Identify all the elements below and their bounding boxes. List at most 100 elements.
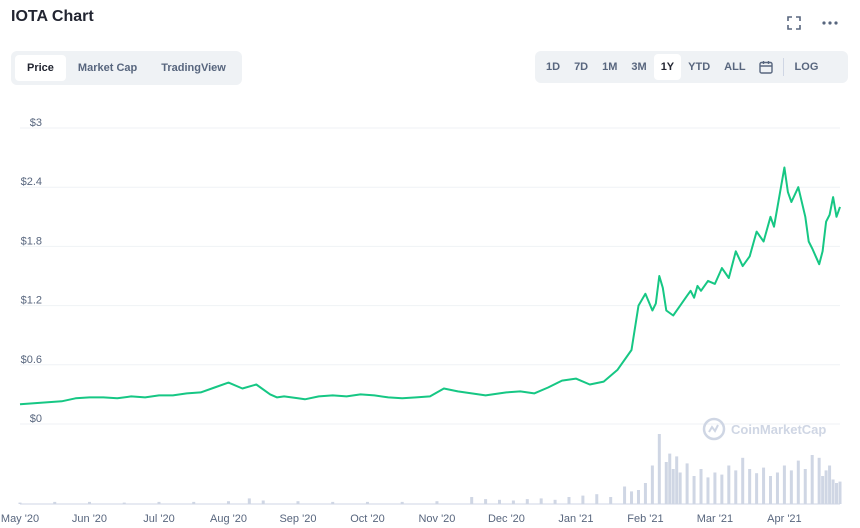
price-series-line bbox=[19, 166, 841, 406]
volume-bar bbox=[796, 460, 800, 504]
volume-bar bbox=[192, 501, 196, 504]
y-axis-labels: $3 $2.4 $1.8 $1.2 $0.6 $0 bbox=[21, 117, 42, 425]
y-tick-label: $0.6 bbox=[21, 354, 42, 366]
volume-bar bbox=[226, 501, 230, 504]
range-divider bbox=[782, 58, 784, 76]
volume-bar bbox=[400, 501, 404, 504]
volume-bar bbox=[643, 483, 647, 504]
volume-bar bbox=[657, 434, 661, 504]
volume-bar bbox=[630, 491, 634, 504]
volume-bar bbox=[261, 500, 265, 504]
volume-bar bbox=[122, 502, 126, 504]
volume-bar bbox=[835, 483, 839, 504]
range-1d[interactable]: 1D bbox=[546, 61, 561, 73]
volume-bar bbox=[755, 473, 759, 504]
volume-bar bbox=[685, 463, 689, 504]
log-toggle[interactable]: LOG bbox=[794, 61, 819, 73]
volume-bar bbox=[331, 501, 335, 504]
volume-bar bbox=[595, 494, 599, 504]
x-tick-label: Jan '21 bbox=[558, 513, 593, 525]
range-7d[interactable]: 7D bbox=[574, 61, 589, 73]
y-tick-label: $1.2 bbox=[21, 295, 42, 307]
volume-bar bbox=[435, 501, 439, 504]
volume-bar bbox=[762, 467, 766, 504]
volume-bar bbox=[782, 465, 786, 504]
volume-bar bbox=[497, 499, 501, 504]
volume-bar bbox=[713, 472, 717, 504]
x-tick-label: Mar '21 bbox=[697, 513, 733, 525]
price-chart[interactable]: $3 $2.4 $1.8 $1.2 $0.6 $0 CoinMarketCap May '… bbox=[0, 100, 860, 528]
y-tick-label: $2.4 bbox=[21, 176, 42, 188]
volume-bar bbox=[803, 469, 807, 504]
volume-bar bbox=[511, 500, 515, 504]
volume-bar bbox=[567, 497, 571, 504]
volume-bar bbox=[18, 502, 22, 504]
tab-market-cap[interactable]: Market Cap bbox=[77, 62, 138, 74]
x-tick-label: Aug '20 bbox=[210, 513, 247, 525]
volume-bar bbox=[636, 490, 640, 504]
x-tick-label: Jul '20 bbox=[143, 513, 174, 525]
volume-bar bbox=[157, 501, 161, 504]
volume-bar bbox=[817, 457, 821, 504]
volume-bar bbox=[789, 470, 793, 504]
volume-bar bbox=[810, 455, 814, 504]
price-line bbox=[19, 166, 841, 406]
volume-bar bbox=[769, 476, 773, 504]
x-tick-label: May '20 bbox=[1, 513, 39, 525]
expand-icon[interactable] bbox=[783, 12, 805, 34]
x-axis-labels: May '20 Jun '20 Jul '20 Aug '20 Sep '20 Oct '… bbox=[1, 513, 802, 525]
volume-bar bbox=[296, 501, 300, 504]
x-tick-label: Nov '20 bbox=[418, 513, 455, 525]
volume-bar bbox=[692, 476, 696, 504]
coinmarketcap-logo-icon bbox=[702, 417, 726, 441]
volume-bar bbox=[87, 501, 91, 504]
volume-bar bbox=[247, 498, 251, 504]
x-tick-label: Oct '20 bbox=[350, 513, 385, 525]
more-icon[interactable] bbox=[819, 12, 841, 34]
range-3m[interactable]: 3M bbox=[631, 61, 647, 73]
watermark-text: CoinMarketCap bbox=[731, 422, 826, 437]
range-ytd[interactable]: YTD bbox=[688, 61, 711, 73]
grid-lines bbox=[20, 127, 840, 425]
volume-bar bbox=[650, 465, 654, 504]
range-all[interactable]: ALL bbox=[724, 61, 746, 73]
tab-tradingview[interactable]: TradingView bbox=[161, 62, 226, 74]
volume-bar bbox=[525, 499, 529, 504]
x-tick-label: Sep '20 bbox=[279, 513, 316, 525]
volume-bar bbox=[470, 497, 474, 504]
x-tick-label: Dec '20 bbox=[488, 513, 525, 525]
range-1m[interactable]: 1M bbox=[602, 61, 618, 73]
volume-bar bbox=[748, 469, 752, 504]
volume-bar bbox=[668, 453, 672, 504]
volume-bar bbox=[720, 474, 724, 504]
calendar-icon[interactable] bbox=[753, 54, 779, 80]
volume-bar bbox=[623, 486, 627, 504]
volume-bar bbox=[539, 498, 543, 504]
range-1y[interactable]: 1Y bbox=[653, 54, 682, 80]
volume-bar bbox=[775, 472, 779, 504]
volume-bar bbox=[365, 501, 369, 504]
volume-bar bbox=[678, 472, 682, 504]
volume-bar bbox=[734, 470, 738, 504]
volume-bar bbox=[484, 499, 488, 504]
chart-type-tabs: Price Market Cap TradingView bbox=[11, 51, 242, 85]
volume-bar bbox=[671, 469, 675, 504]
volume-bar bbox=[609, 497, 613, 504]
volume-bar bbox=[581, 495, 585, 504]
volume-bar bbox=[699, 469, 703, 504]
volume-bar bbox=[838, 481, 842, 504]
tab-price[interactable]: Price bbox=[15, 55, 66, 81]
volume-bars bbox=[18, 434, 842, 505]
x-tick-label: Feb '21 bbox=[627, 513, 663, 525]
volume-bar bbox=[741, 457, 745, 504]
x-tick-label: Jun '20 bbox=[72, 513, 107, 525]
volume-bar bbox=[824, 470, 828, 504]
chart-title: IOTA Chart bbox=[11, 8, 94, 25]
volume-bar bbox=[553, 499, 557, 504]
volume-bar bbox=[821, 476, 825, 504]
y-tick-label: $3 bbox=[30, 117, 42, 129]
volume-bar bbox=[727, 465, 731, 504]
time-range-selector: 1D 7D 1M 3M 1Y YTD ALL LOG bbox=[535, 51, 848, 83]
volume-bar bbox=[53, 501, 57, 504]
coinmarketcap-logo-mark bbox=[708, 424, 719, 433]
